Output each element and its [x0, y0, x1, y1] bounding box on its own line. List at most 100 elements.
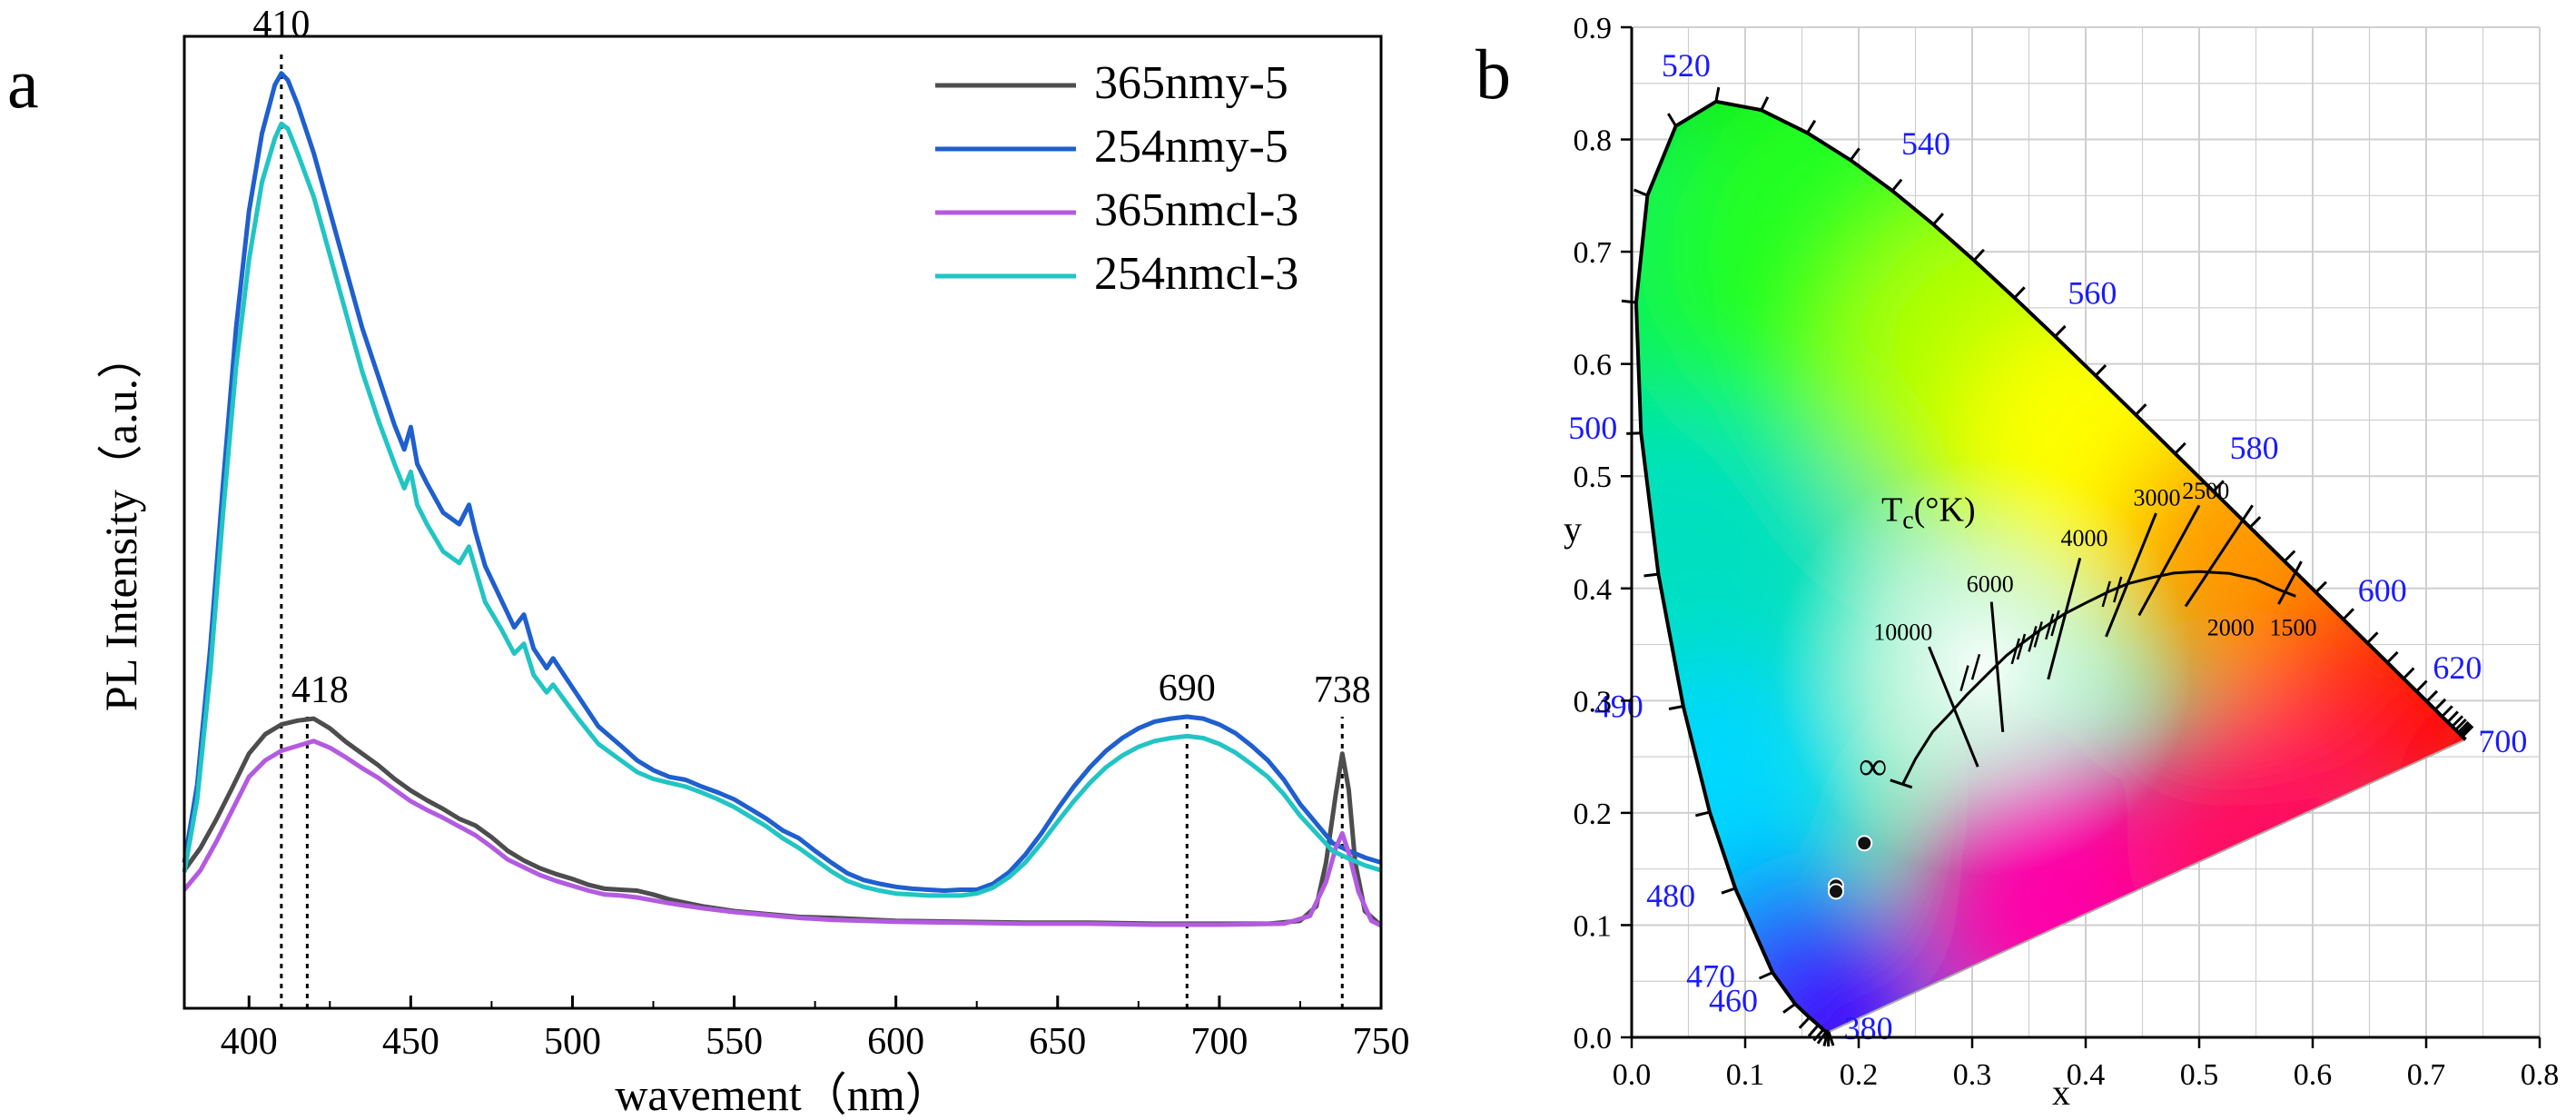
- wavelength-tick: [1849, 147, 1860, 162]
- peak-marker-label-410: 410: [252, 4, 310, 45]
- wavelength-tick: [2459, 722, 2472, 736]
- panel-b-y-axis-label: y: [1564, 509, 1582, 550]
- panel-b-planckian-locus: [1901, 570, 2296, 785]
- b-x-tick-label-0.5: 0.5: [2180, 1058, 2219, 1092]
- planckian-end-cap: [1890, 778, 1913, 789]
- panel-b-label: b: [1476, 35, 1511, 114]
- cct-label-2500: 2500: [2182, 478, 2229, 504]
- wavelength-tick: [2451, 715, 2464, 728]
- wavelength-tick: [1806, 119, 1817, 134]
- series-line-254nmcl-3: [182, 121, 1382, 898]
- cct-line-3000: [2105, 512, 2157, 638]
- sample-point-3: [1828, 883, 1844, 900]
- wavelength-label-490: 490: [1594, 689, 1643, 725]
- cct-minor-tick: [2010, 638, 2020, 665]
- wavelength-label-620: 620: [2433, 649, 2482, 686]
- panel-b-cct-lines: 10000 6000 4000 3000 2500 2000 1500: [1873, 478, 2317, 789]
- x-tick-label-750: 750: [1353, 1021, 1410, 1063]
- b-y-tick-label-0.9: 0.9: [1574, 12, 1613, 45]
- wavelength-tick: [1694, 810, 1711, 818]
- wavelength-tick: [1626, 431, 1642, 435]
- cct-minor-tick: [2033, 621, 2043, 648]
- wavelength-tick: [1807, 1024, 1820, 1037]
- panel-a-series-group: [182, 71, 1383, 928]
- cct-line-2000: [2184, 504, 2255, 608]
- x-tick-label-650: 650: [1029, 1021, 1086, 1063]
- wavelength-label-460: 460: [1709, 982, 1758, 1018]
- wavelength-label-500: 500: [1568, 410, 1617, 446]
- wavelength-label-700: 700: [2478, 723, 2527, 759]
- wavelength-tick: [2013, 286, 2026, 299]
- cct-minor-tick: [2050, 610, 2060, 637]
- panel-b-sample-points: [1828, 835, 1873, 900]
- cct-line-6000: [1989, 601, 2005, 733]
- wavelength-tick: [2094, 364, 2107, 377]
- b-y-tick-label-0.0: 0.0: [1574, 1022, 1613, 1056]
- planckian-title-rest: (°K): [1914, 491, 1976, 530]
- wavelength-tick: [2454, 719, 2467, 731]
- wavelength-tick: [1758, 971, 1773, 980]
- wavelength-tick: [2135, 403, 2147, 416]
- b-y-tick-label-0.7: 0.7: [1574, 236, 1613, 270]
- legend-label-254nmy-5: 254nmy-5: [1094, 121, 1288, 173]
- wavelength-tick: [1890, 178, 1903, 192]
- x-tick-label-550: 550: [706, 1021, 763, 1063]
- b-x-tick-label-0.8: 0.8: [2521, 1058, 2560, 1092]
- wavelength-label-470: 470: [1686, 958, 1735, 995]
- cct-label-2000: 2000: [2207, 615, 2255, 641]
- wavelength-tick: [1782, 1003, 1796, 1014]
- legend-label-254nmcl-3: 254nmcl-3: [1094, 248, 1298, 300]
- wavelength-label-580: 580: [2230, 430, 2279, 466]
- wavelength-tick: [2457, 720, 2470, 734]
- cct-label-3000: 3000: [2134, 484, 2181, 510]
- cct-line-2500: [2137, 504, 2201, 617]
- panel-b-line-of-purples: [1829, 738, 2466, 1033]
- b-y-tick-label-0.3: 0.3: [1574, 685, 1613, 719]
- wavelength-label-600: 600: [2358, 572, 2407, 609]
- panel-b-wavelength-ticks: [1621, 86, 2474, 1047]
- gamut-white-point-glow: [1774, 458, 2193, 877]
- panel-a-label: a: [7, 44, 39, 123]
- x-tick-label-700: 700: [1190, 1021, 1248, 1063]
- b-x-tick-label-0.1: 0.1: [1726, 1058, 1765, 1092]
- wavelength-tick: [2342, 608, 2355, 620]
- b-y-tick-label-0.8: 0.8: [1574, 124, 1613, 158]
- wavelength-tick: [2460, 724, 2473, 737]
- wavelength-label-560: 560: [2068, 274, 2117, 311]
- wavelength-tick: [2314, 580, 2327, 594]
- wavelength-tick: [2425, 689, 2439, 703]
- b-x-tick-label-0.0: 0.0: [1613, 1058, 1652, 1092]
- wavelength-tick: [1668, 705, 1684, 710]
- b-x-tick-label-0.3: 0.3: [1953, 1058, 1992, 1092]
- wavelength-tick: [2415, 679, 2428, 693]
- x-tick-label-450: 450: [382, 1021, 439, 1063]
- panel-b-planckian-title: Tc(°K): [1881, 491, 1976, 535]
- cct-line-4000: [2047, 558, 2082, 680]
- panel-a-y-axis-label: PL Intensity（a.u.）: [95, 333, 146, 711]
- wavelength-tick: [2248, 516, 2262, 529]
- peak-marker-label-418: 418: [291, 669, 349, 711]
- panel-a-plot-frame: [183, 35, 1383, 1010]
- planckian-title-sub: c: [1902, 507, 1913, 535]
- b-y-tick-label-0.4: 0.4: [1574, 573, 1613, 607]
- wavelength-tick: [2174, 441, 2186, 455]
- wavelength-tick: [1633, 188, 1648, 197]
- wavelength-tick: [1932, 213, 1944, 226]
- cct-minor-tick: [2113, 576, 2123, 603]
- cct-label-4000: 4000: [2061, 525, 2108, 551]
- panel-b-axes: 0.0 0.1 0.2 0.3 0.4 0.5 0.6 0.7 0.8 0.0 0.1 0.2 0.3 0…: [1574, 12, 2560, 1092]
- panel-b-x-axis-label: x: [2052, 1072, 2070, 1113]
- series-line-254nmy-5: [182, 71, 1382, 893]
- cct-label-1500: 1500: [2270, 615, 2317, 641]
- panel-b-infinity-label: ∞: [1859, 744, 1887, 788]
- cct-minor-tick: [2028, 626, 2038, 652]
- legend-label-365nmy-5: 365nmy-5: [1094, 57, 1288, 109]
- wavelength-label-480: 480: [1646, 877, 1695, 914]
- peak-marker-label-690: 690: [1159, 668, 1216, 709]
- panel-a-x-axis: 400 450 500 550 600 650 700 750: [221, 996, 1410, 1063]
- cct-minor-tick: [2101, 580, 2111, 608]
- legend-label-365nmcl-3: 365nmcl-3: [1094, 184, 1298, 236]
- panel-a-x-axis-label: wavement（nm）: [615, 1069, 950, 1120]
- cct-label-10000: 10000: [1873, 619, 1932, 646]
